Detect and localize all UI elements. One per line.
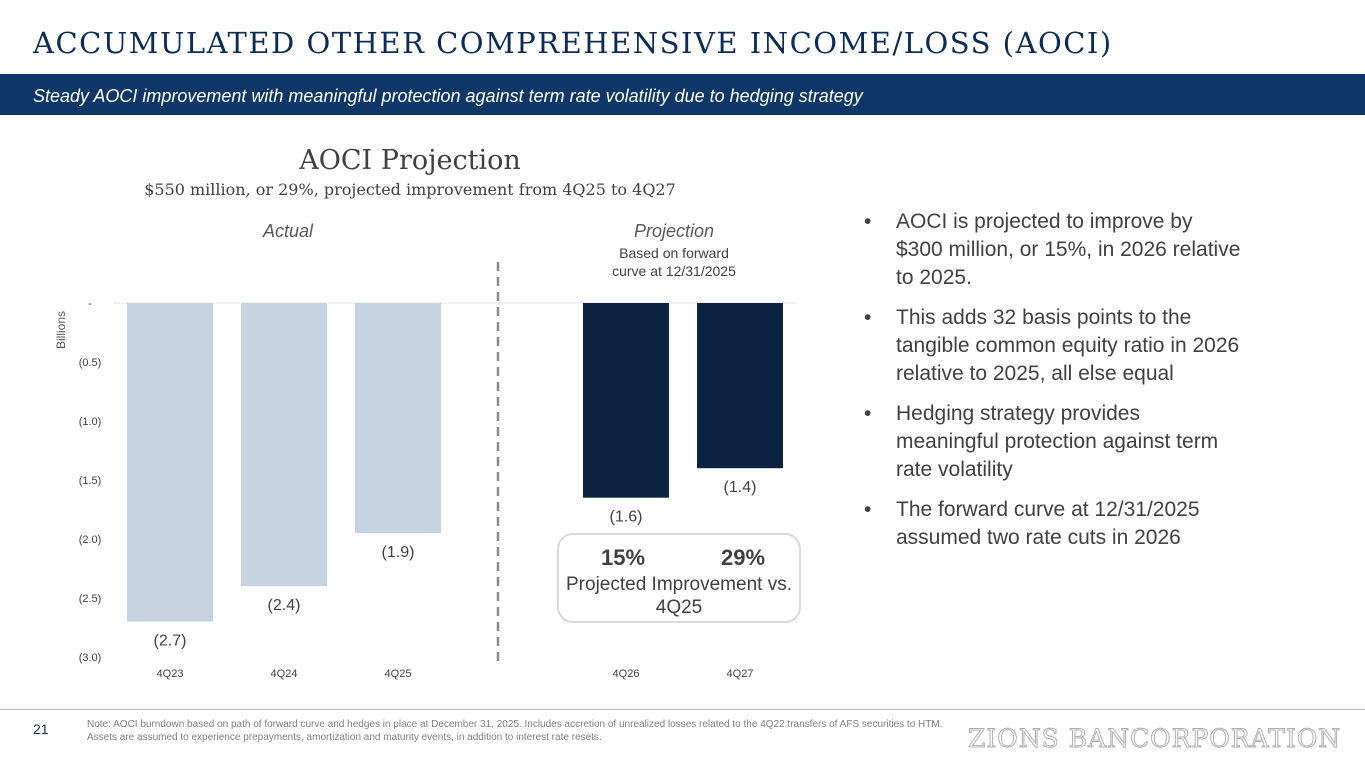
y-tick-label: (1.5) [79,475,102,487]
y-tick-label: (2.0) [79,534,102,546]
projected-improvement-box: 15% 29% Projected Improvement vs. 4Q25 [557,533,801,623]
page-number: 21 [33,721,49,737]
chart-title: AOCI Projection [299,145,521,176]
aoci-bar-chart: - (0.5) (1.0) (1.5) (2.0) (2.5) (3.0) Billions (… [54,221,797,680]
bullet-item: The forward curve at 12/31/2025 assumed … [864,496,1244,552]
bullet-item: Hedging strategy provides meaningful pro… [864,400,1244,484]
chart-subtitle: $550 million, or 29%, projected improvem… [144,180,676,199]
bar-4Q26 [583,303,669,498]
projection-note-line: curve at 12/31/2025 [612,263,736,279]
y-tick-label: (2.5) [79,593,102,605]
bar-4Q23 [127,303,213,622]
x-tick-label: 4Q27 [727,668,754,680]
data-label: (1.6) [610,509,643,526]
y-tick-label: - [88,298,92,310]
x-tick-label: 4Q26 [613,668,640,680]
banner-text: Steady AOCI improvement with meaningful … [33,86,863,106]
x-tick-label: 4Q25 [385,668,412,680]
subtitle-banner [0,74,1365,115]
data-label: (2.4) [268,597,301,614]
key-points-list: AOCI is projected to improve by $300 mil… [864,208,1244,564]
y-tick-label: (3.0) [79,652,102,664]
bar-4Q24 [241,303,327,587]
y-tick-label: (1.0) [79,416,102,428]
improvement-pct-4q26: 15% [601,545,646,570]
group-header-projection: Projection [634,221,714,241]
company-logo: ZIONS BANCORPORATION [967,724,1342,754]
data-label: (2.7) [154,633,187,650]
bullet-item: This adds 32 basis points to the tangibl… [864,304,1244,388]
footnote: Note: AOCI burndown based on path of for… [87,719,943,743]
projected-improvement-label: Projected Improvement vs. 4Q25 [566,574,792,618]
x-tick-label: 4Q24 [271,668,298,680]
data-label: (1.4) [724,479,757,496]
projection-note-line: Based on forward [619,245,729,261]
footer-divider [0,709,1365,710]
y-axis-label: Billions [54,311,68,349]
bar-4Q27 [697,303,783,469]
group-header-actual: Actual [262,221,314,241]
data-label: (1.9) [382,544,415,561]
y-tick-label: (0.5) [79,357,102,369]
bar-4Q25 [355,303,441,534]
bullet-item: AOCI is projected to improve by $300 mil… [864,208,1244,292]
page-title: ACCUMULATED OTHER COMPREHENSIVE INCOME/L… [33,26,1113,60]
improvement-pct-4q27: 29% [721,545,766,570]
x-tick-label: 4Q23 [157,668,184,680]
